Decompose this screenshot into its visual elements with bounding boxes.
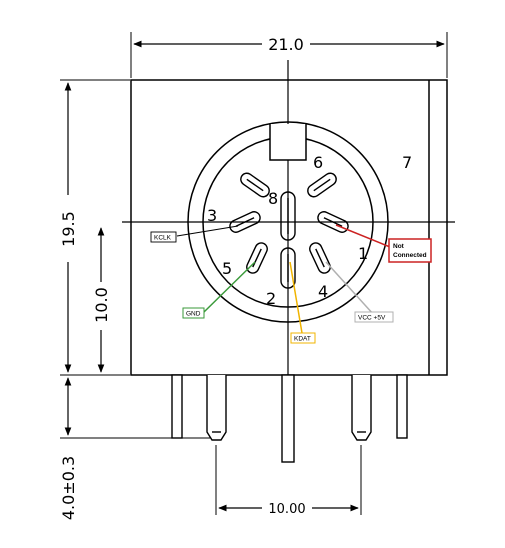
signal-label-not-connected: Not Connected [388,238,432,263]
svg-text:KDAT: KDAT [294,336,311,343]
gnd-line [203,261,256,313]
socket-outline [187,121,389,323]
svg-text:KCLK: KCLK [154,235,172,242]
width-dimension-label: 21.0 [268,35,304,54]
center-height-dimension: 10.0 [92,227,111,373]
kdat-line [289,261,303,334]
pin-label-6: 6 [313,153,323,172]
kclk-line [176,225,239,237]
height-dimension: 19.5 [59,79,130,376]
signal-label-gnd: GND [182,307,205,319]
signal-label-vcc: VCC +5V [354,311,394,323]
pin-label-2: 2 [266,289,276,308]
pin-numbers: 1 2 3 4 5 6 7 8 [207,153,412,308]
signal-label-kdat: KDAT [290,332,316,344]
pin-length-dimension: 4.0±0.3 [59,377,220,520]
pin-label-5: 5 [222,259,232,278]
center-height-label: 10.0 [92,287,111,323]
svg-text:VCC +5V: VCC +5V [358,315,386,322]
signal-label-kclk: KCLK [150,231,177,243]
pin-label-1: 1 [358,244,368,263]
signal-lines [176,224,391,334]
pin-label-3: 3 [207,206,217,225]
pin-spacing-dimension: 10.00 [215,445,362,517]
pin-label-8: 8 [268,189,278,208]
width-dimension: 21.0 [130,32,448,78]
vcc-line [325,261,375,316]
svg-text:Connected: Connected [393,252,427,259]
svg-text:GND: GND [186,311,201,318]
pin-label-7: 7 [402,153,412,172]
connector-leads [171,374,408,463]
pin-label-4: 4 [318,282,328,301]
pin-spacing-label: 10.00 [268,502,305,517]
height-dimension-label: 19.5 [59,211,78,247]
svg-text:Not: Not [393,243,405,250]
pin-slots [229,172,349,289]
nc-line [335,224,391,248]
pin-length-label: 4.0±0.3 [59,456,78,520]
